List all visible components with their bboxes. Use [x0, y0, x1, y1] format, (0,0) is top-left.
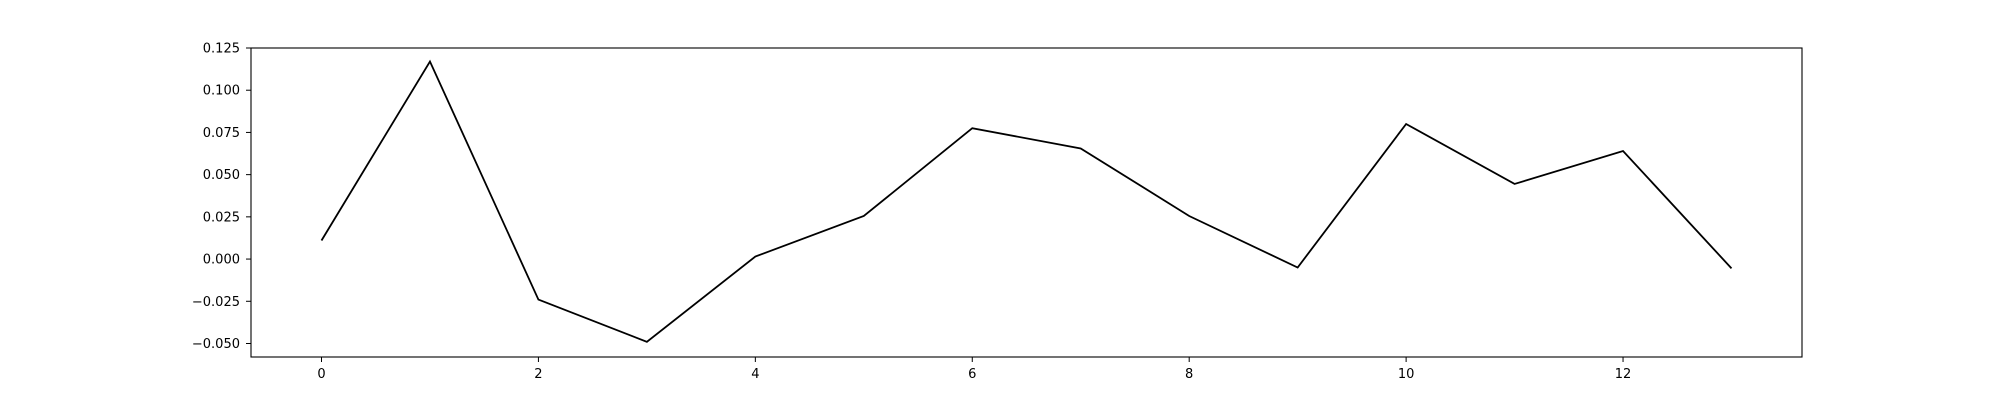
x-tick-label: 10 [1398, 367, 1415, 382]
series-layer [320, 59, 1733, 343]
x-tick-label: 0 [317, 367, 325, 382]
y-tick-label: 0.125 [203, 42, 240, 57]
x-tick-label: 6 [968, 367, 976, 382]
x-tick-label: 2 [534, 367, 542, 382]
series-line [320, 59, 1733, 343]
y-tick-label: −0.025 [192, 295, 240, 310]
x-tick-label: 4 [751, 367, 759, 382]
y-tick-label: 0.000 [203, 253, 240, 268]
plot-area [250, 47, 1803, 358]
plot-frame [250, 47, 1803, 358]
x-axis: 0 2 4 6 8 10 12 [317, 357, 1631, 382]
y-tick-label: 0.100 [203, 84, 240, 99]
y-tick-label: −0.050 [192, 337, 240, 352]
x-tick-label: 8 [1185, 367, 1193, 382]
y-axis: −0.050 −0.025 0.000 0.025 0.050 0.075 0.100 0.1… [192, 42, 251, 352]
y-tick-label: 0.025 [203, 210, 240, 225]
y-tick-label: 0.050 [203, 168, 240, 183]
x-tick-label: 12 [1615, 367, 1632, 382]
y-tick-label: 0.075 [203, 126, 240, 141]
